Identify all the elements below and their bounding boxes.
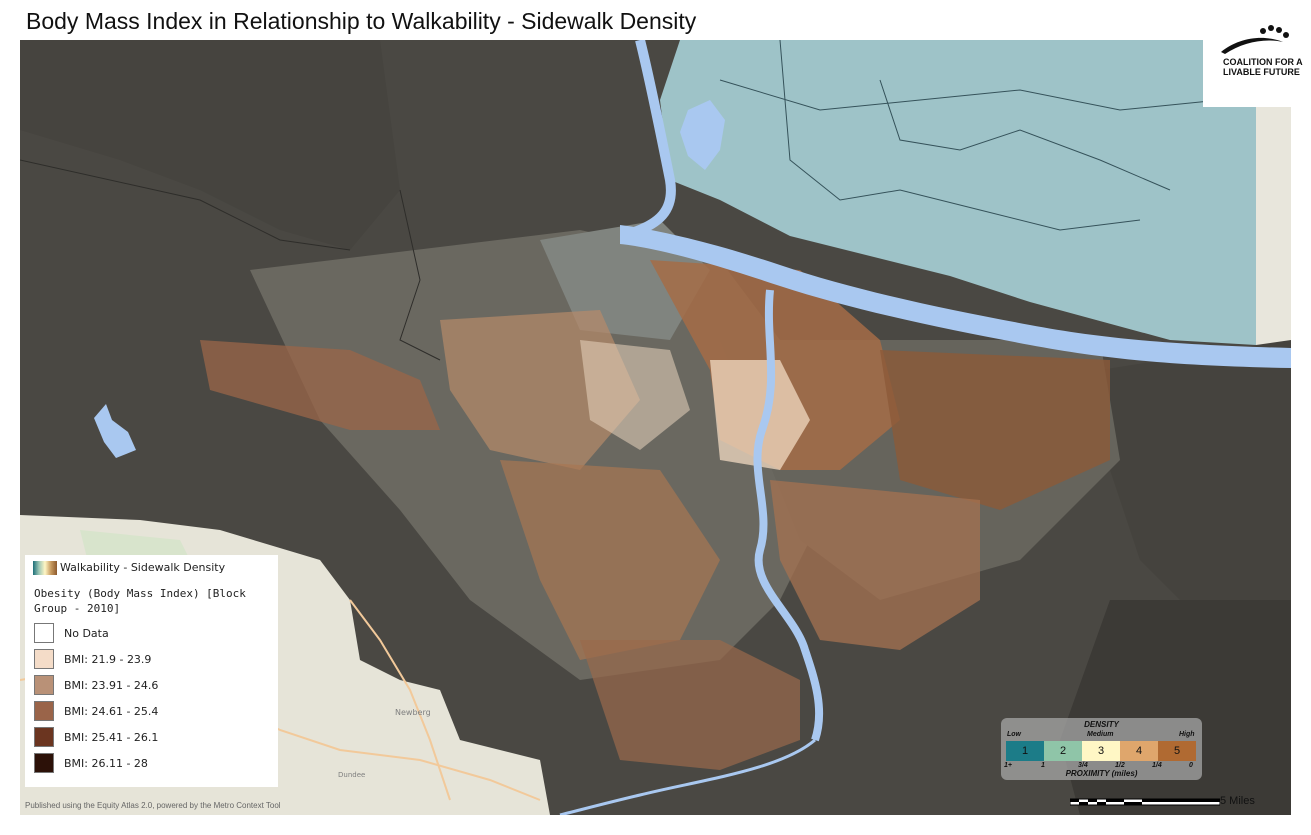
legend-item: No Data (34, 623, 274, 643)
legend-item-label: BMI: 24.61 - 25.4 (64, 705, 159, 718)
map-title: Body Mass Index in Relationship to Walka… (26, 8, 697, 34)
legend-item-label: BMI: 21.9 - 23.9 (64, 653, 152, 666)
bmi-core-patch (880, 350, 1110, 510)
logo: COALITION FOR A LIVABLE FUTURE (1203, 0, 1311, 107)
legend-item-label: No Data (64, 627, 109, 640)
density-high-label: High (1179, 731, 1195, 738)
legend-item: BMI: 25.41 - 26.1 (34, 727, 274, 747)
basemap-road (349, 599, 451, 801)
proximity-tick: 1/2 (1115, 762, 1125, 769)
legend-item: BMI: 23.91 - 24.6 (34, 675, 274, 695)
bmi-central-light (580, 340, 690, 450)
logo-mark-icon (1221, 25, 1289, 54)
reservoir (94, 404, 136, 458)
map-legend: Walkability - Sidewalk Density Obesity (… (25, 555, 278, 787)
walkability-ramp-swatch (33, 561, 57, 575)
map-canvas[interactable]: Newberg Dundee (20, 40, 1291, 815)
proximity-tick: 1/4 (1152, 762, 1162, 769)
boundary-line (719, 79, 1221, 111)
willamette-river (623, 40, 676, 240)
legend-item: BMI: 26.11 - 28 (34, 753, 274, 773)
columbia-river (620, 225, 1291, 368)
density-class-box: 1 (1006, 741, 1044, 761)
density-class-box: 5 (1158, 741, 1196, 761)
washington-area (1256, 40, 1291, 345)
legend-item: BMI: 21.9 - 23.9 (34, 649, 274, 669)
vancouver-lake (680, 100, 725, 170)
map-svg: Newberg Dundee (20, 40, 1291, 815)
bmi-legend-heading: Obesity (Body Mass Index) [Block Group -… (34, 587, 246, 615)
proximity-tick: 1+ (1004, 762, 1012, 769)
town-label-dundee: Dundee (338, 771, 365, 779)
scale-bar (1070, 798, 1220, 806)
boundary-line (399, 189, 441, 361)
bmi-core-patch (200, 340, 440, 430)
rural-dark-region (1100, 340, 1291, 620)
logo-line1: COALITION FOR A (1223, 57, 1303, 67)
legend-swatch (34, 753, 54, 773)
proximity-tick: 0 (1189, 762, 1193, 769)
density-class-box: 2 (1044, 741, 1082, 761)
proximity-tick: 3/4 (1078, 762, 1088, 769)
rural-dark-region (20, 40, 400, 250)
walkability-ramp-label: Walkability - Sidewalk Density (60, 561, 226, 574)
boundary-line (779, 40, 1141, 231)
logo-line2: LIVABLE FUTURE (1223, 67, 1300, 77)
legend-swatch (34, 701, 54, 721)
boundary-line (20, 159, 351, 251)
density-legend-title: DENSITY (1084, 720, 1119, 729)
town-label-newberg: Newberg (395, 708, 431, 717)
willamette-river (753, 289, 824, 742)
washington-area (660, 40, 1256, 345)
density-low-label: Low (1007, 731, 1021, 738)
legend-item: BMI: 24.61 - 25.4 (34, 701, 274, 721)
density-medium-label: Medium (1087, 731, 1114, 738)
density-class-box: 3 (1082, 741, 1120, 761)
legend-swatch (34, 649, 54, 669)
legend-swatch (34, 675, 54, 695)
density-class-box: 4 (1120, 741, 1158, 761)
proximity-tick: 1 (1041, 762, 1045, 769)
proximity-label: PROXIMITY (miles) (1065, 769, 1138, 778)
legend-swatch (34, 623, 54, 643)
bmi-core-patch (580, 640, 800, 770)
bmi-core-patch (500, 460, 720, 660)
legend-item-label: BMI: 26.11 - 28 (64, 757, 148, 770)
bmi-central-light (710, 360, 810, 470)
credit-text: Published using the Equity Atlas 2.0, po… (25, 801, 281, 810)
rural-dark-region (1060, 600, 1291, 815)
legend-swatch (34, 727, 54, 747)
legend-item-label: BMI: 23.91 - 24.6 (64, 679, 159, 692)
boundary-line (879, 79, 1171, 191)
scale-label: 5 Miles (1220, 795, 1255, 807)
lower-river (559, 738, 816, 815)
legend-item-label: BMI: 25.41 - 26.1 (64, 731, 159, 744)
bmi-core-patch (770, 480, 980, 650)
